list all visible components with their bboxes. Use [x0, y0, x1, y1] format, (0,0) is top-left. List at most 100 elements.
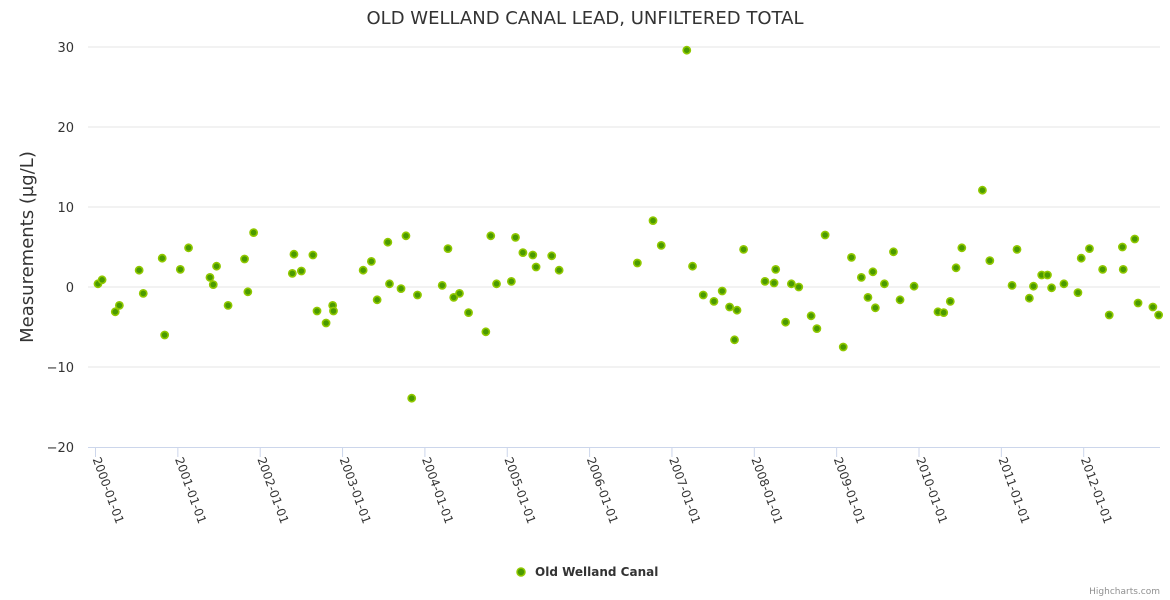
data-point-73[interactable] — [863, 292, 873, 302]
data-point-18[interactable] — [287, 268, 297, 278]
data-point-1[interactable] — [97, 275, 107, 285]
data-point-24[interactable] — [329, 306, 338, 316]
data-point-21[interactable] — [312, 306, 322, 316]
data-point-22[interactable] — [321, 318, 331, 328]
data-point-44[interactable] — [518, 248, 528, 257]
data-point-82[interactable] — [945, 296, 955, 306]
data-point-35[interactable] — [443, 244, 453, 253]
data-point-92[interactable] — [1043, 270, 1052, 280]
data-point-97[interactable] — [1085, 244, 1094, 253]
data-point-4[interactable] — [134, 265, 144, 275]
data-point-59[interactable] — [732, 305, 742, 315]
data-point-7[interactable] — [160, 330, 170, 340]
data-point-26[interactable] — [366, 256, 376, 266]
data-point-43[interactable] — [511, 232, 520, 242]
data-point-47[interactable] — [547, 251, 557, 261]
data-point-36[interactable] — [449, 292, 459, 302]
data-point-104[interactable] — [1148, 302, 1158, 312]
data-point-76[interactable] — [880, 279, 889, 289]
data-point-9[interactable] — [184, 243, 193, 253]
data-point-46[interactable] — [531, 262, 541, 272]
data-point-58[interactable] — [730, 335, 739, 345]
data-point-40[interactable] — [486, 231, 496, 241]
data-point-94[interactable] — [1059, 279, 1069, 289]
data-point-50[interactable] — [648, 216, 658, 225]
data-point-98[interactable] — [1098, 264, 1108, 274]
data-point-89[interactable] — [1024, 293, 1034, 303]
data-point-55[interactable] — [709, 296, 719, 306]
data-point-15[interactable] — [243, 287, 253, 297]
data-point-33[interactable] — [413, 290, 422, 300]
data-point-48[interactable] — [554, 265, 564, 275]
data-point-6[interactable] — [157, 253, 167, 263]
data-point-27[interactable] — [372, 295, 382, 305]
data-point-62[interactable] — [769, 278, 779, 288]
data-point-54[interactable] — [698, 290, 708, 300]
data-point-77[interactable] — [889, 247, 898, 257]
legend[interactable]: Old Welland Canal — [516, 565, 658, 579]
data-point-99[interactable] — [1104, 310, 1114, 320]
data-point-38[interactable] — [464, 308, 473, 317]
data-point-86[interactable] — [985, 256, 995, 265]
data-point-102[interactable] — [1130, 234, 1140, 244]
data-point-71[interactable] — [847, 252, 856, 262]
credit-link[interactable]: Highcharts.com — [1089, 587, 1160, 597]
data-point-100[interactable] — [1118, 242, 1127, 252]
data-point-75[interactable] — [870, 303, 880, 313]
data-point-11[interactable] — [208, 280, 218, 289]
data-point-90[interactable] — [1029, 281, 1038, 291]
data-point-42[interactable] — [506, 276, 516, 286]
data-point-53[interactable] — [688, 261, 697, 271]
data-point-34[interactable] — [437, 280, 447, 290]
data-point-93[interactable] — [1047, 283, 1056, 293]
data-point-51[interactable] — [656, 240, 666, 250]
data-point-60[interactable] — [739, 244, 748, 254]
data-point-17[interactable] — [289, 249, 299, 259]
data-point-68[interactable] — [812, 324, 822, 333]
data-point-28[interactable] — [383, 237, 393, 247]
data-point-13[interactable] — [223, 300, 233, 310]
data-point-12[interactable] — [212, 261, 221, 271]
data-point-83[interactable] — [951, 263, 961, 273]
data-point-69[interactable] — [820, 230, 830, 240]
data-point-16[interactable] — [249, 228, 259, 237]
legend-item-old-welland-canal[interactable]: Old Welland Canal — [535, 565, 658, 579]
data-point-20[interactable] — [308, 250, 318, 260]
data-point-79[interactable] — [909, 281, 919, 291]
data-point-72[interactable] — [856, 272, 866, 282]
data-point-8[interactable] — [175, 264, 185, 274]
data-point-87[interactable] — [1007, 280, 1017, 290]
data-point-5[interactable] — [138, 288, 148, 298]
data-point-74[interactable] — [868, 267, 878, 277]
data-point-67[interactable] — [806, 311, 816, 321]
data-point-85[interactable] — [978, 185, 987, 195]
data-point-84[interactable] — [957, 243, 967, 253]
data-point-41[interactable] — [492, 279, 501, 289]
data-point-14[interactable] — [240, 254, 249, 264]
data-point-45[interactable] — [528, 250, 538, 260]
data-point-96[interactable] — [1076, 253, 1086, 263]
data-point-101[interactable] — [1118, 264, 1128, 274]
data-point-39[interactable] — [481, 327, 491, 337]
data-point-78[interactable] — [895, 295, 905, 305]
data-point-19[interactable] — [296, 266, 306, 276]
data-point-10[interactable] — [205, 272, 215, 282]
data-point-25[interactable] — [358, 265, 368, 275]
data-point-52[interactable] — [682, 45, 692, 55]
data-point-49[interactable] — [632, 258, 642, 268]
data-point-56[interactable] — [717, 286, 727, 296]
data-point-65[interactable] — [786, 279, 796, 289]
data-point-66[interactable] — [794, 282, 804, 292]
data-point-31[interactable] — [401, 231, 411, 241]
data-point-3[interactable] — [114, 300, 124, 310]
data-point-64[interactable] — [781, 317, 790, 327]
data-point-57[interactable] — [725, 302, 734, 312]
data-point-32[interactable] — [407, 393, 417, 403]
data-point-29[interactable] — [385, 279, 394, 289]
data-point-30[interactable] — [396, 284, 406, 293]
data-point-81[interactable] — [939, 308, 949, 317]
data-point-70[interactable] — [838, 342, 848, 352]
data-point-103[interactable] — [1133, 298, 1143, 308]
data-point-61[interactable] — [760, 276, 770, 286]
data-point-2[interactable] — [110, 307, 120, 317]
